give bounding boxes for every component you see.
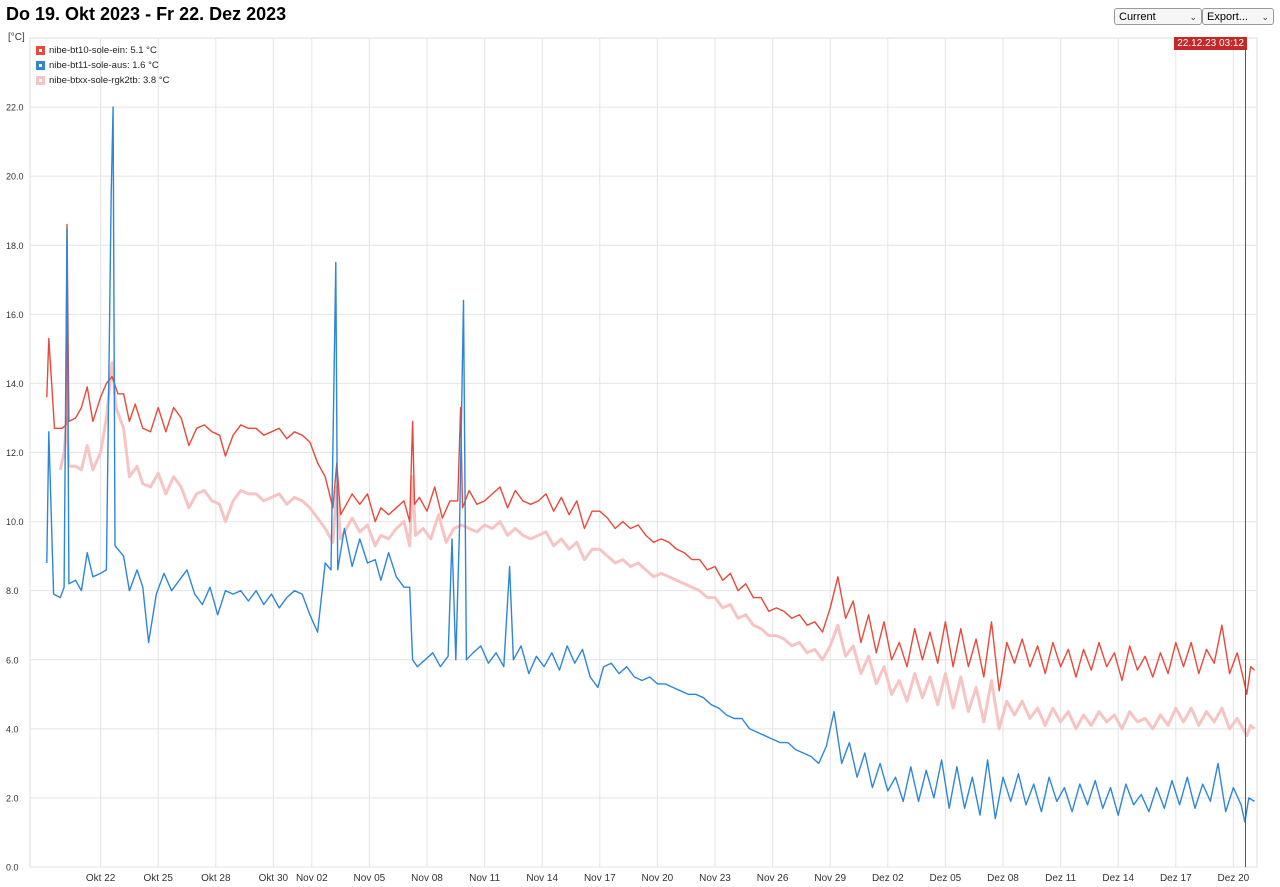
legend-swatch-icon <box>36 61 45 70</box>
x-tick-label: Dez 05 <box>930 873 962 884</box>
range-select[interactable]: Current ⌄ <box>1114 8 1202 25</box>
x-tick-label: Dez 20 <box>1218 873 1250 884</box>
x-tick-label: Nov 02 <box>296 873 328 884</box>
x-tick-label: Nov 20 <box>642 873 674 884</box>
legend-swatch-icon <box>36 46 45 55</box>
x-tick-label: Dez 11 <box>1045 873 1076 884</box>
chevron-down-icon: ⌄ <box>1189 12 1197 22</box>
series-line-0 <box>46 223 1255 695</box>
page-title: Do 19. Okt 2023 - Fr 22. Dez 2023 <box>6 4 287 24</box>
y-tick-label: 4.0 <box>6 724 19 734</box>
x-tick-label: Okt 30 <box>259 873 289 884</box>
legend-item[interactable]: nibe-btxx-sole-rgk2tb: 3.8 °C <box>36 73 170 88</box>
y-tick-label: 6.0 <box>6 655 19 665</box>
x-tick-label: Nov 05 <box>354 873 386 884</box>
y-axis-unit-label: [°C] <box>8 32 25 43</box>
legend-item[interactable]: nibe-bt11-sole-aus: 1.6 °C <box>36 58 170 73</box>
chevron-down-icon: ⌄ <box>1261 12 1269 22</box>
x-tick-label: Nov 26 <box>757 873 789 884</box>
y-tick-label: 2.0 <box>6 793 19 803</box>
y-tick-label: 12.0 <box>6 448 24 458</box>
chart-legend: nibe-bt10-sole-ein: 5.1 °C nibe-bt11-sol… <box>36 43 170 88</box>
legend-label: nibe-bt11-sole-aus: 1.6 °C <box>49 60 159 71</box>
legend-swatch-icon <box>36 76 45 85</box>
chart-controls: Current ⌄ Export... ⌄ <box>1114 8 1274 25</box>
y-tick-label: 8.0 <box>6 586 19 596</box>
x-tick-label: Nov 17 <box>584 873 616 884</box>
series-line-1 <box>46 106 1255 823</box>
series-line-2 <box>58 361 1256 738</box>
legend-item[interactable]: nibe-bt10-sole-ein: 5.1 °C <box>36 43 170 58</box>
x-tick-label: Nov 14 <box>526 873 558 884</box>
x-tick-label: Okt 25 <box>143 873 173 884</box>
x-tick-label: Nov 08 <box>411 873 443 884</box>
export-select[interactable]: Export... ⌄ <box>1202 8 1274 25</box>
x-tick-label: Nov 29 <box>814 873 846 884</box>
y-tick-label: 16.0 <box>6 310 24 320</box>
x-tick-label: Dez 08 <box>987 873 1019 884</box>
legend-label: nibe-bt10-sole-ein: 5.1 °C <box>49 45 157 56</box>
x-tick-label: Okt 28 <box>201 873 231 884</box>
y-tick-label: 0.0 <box>6 863 19 873</box>
x-tick-label: Dez 14 <box>1102 873 1134 884</box>
y-tick-label: 14.0 <box>6 379 24 389</box>
x-tick-label: Nov 23 <box>699 873 731 884</box>
x-tick-label: Nov 11 <box>469 873 500 884</box>
export-select-value: Export... <box>1207 11 1248 23</box>
y-tick-label: 18.0 <box>6 241 24 251</box>
range-select-value: Current <box>1119 11 1156 23</box>
y-tick-label: 10.0 <box>6 517 24 527</box>
legend-label: nibe-btxx-sole-rgk2tb: 3.8 °C <box>49 75 170 86</box>
x-tick-label: Okt 22 <box>86 873 116 884</box>
x-tick-label: Dez 17 <box>1160 873 1192 884</box>
y-tick-label: 20.0 <box>6 172 24 182</box>
x-tick-label: Dez 02 <box>872 873 904 884</box>
y-tick-label: 22.0 <box>6 103 24 113</box>
time-marker-label: 22.12.23 03:12 <box>1174 37 1247 50</box>
